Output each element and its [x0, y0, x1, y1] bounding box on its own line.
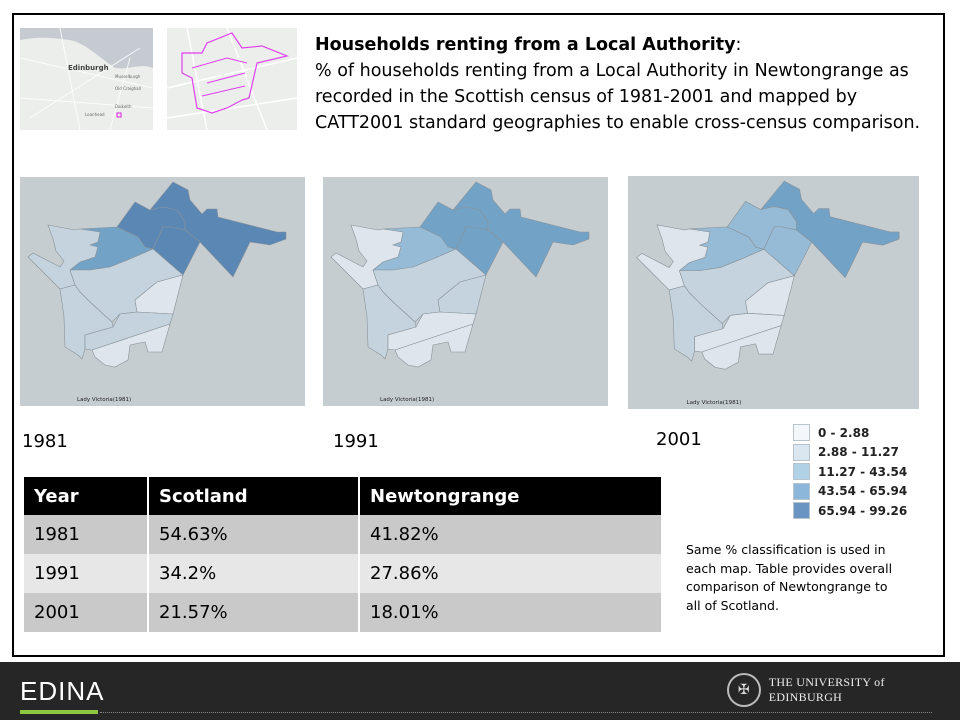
title-colon: :: [735, 35, 742, 55]
map-region: [91, 323, 171, 368]
slide-frame: [12, 13, 945, 657]
university-logo: ✠ THE UNIVERSITY of EDINBURGH: [727, 673, 960, 707]
university-name: THE UNIVERSITY of EDINBURGH: [768, 675, 885, 704]
map-region: [701, 325, 782, 370]
table-cell: 18.01%: [359, 593, 663, 632]
table-cell: 21.57%: [148, 593, 360, 632]
table-header-row: Year Scotland Newtongrange: [24, 477, 663, 515]
legend-swatch: [793, 463, 810, 481]
legend-swatch: [793, 443, 810, 461]
table-header: Newtongrange: [359, 477, 663, 515]
map-region: [437, 274, 487, 315]
comparison-table: Year Scotland Newtongrange 1981 54.63% 4…: [24, 477, 663, 632]
edina-accent-bar: [20, 710, 98, 714]
detail-map-thumbnail: [167, 28, 297, 130]
overview-place-label: Loanhead: [85, 112, 105, 117]
choropleth-map-1991: Lady Victoria(1981): [323, 177, 608, 406]
table-cell: 1991: [24, 554, 149, 593]
legend-item: 43.54 - 65.94: [793, 482, 907, 502]
table-cell: 34.2%: [148, 554, 360, 593]
legend-label: 43.54 - 65.94: [818, 484, 908, 499]
map-legend: 0 - 2.88 2.88 - 11.27 11.27 - 43.54 43.54 -…: [793, 423, 907, 521]
map-region: [745, 275, 795, 316]
table-cell: 2001: [24, 593, 149, 632]
overview-place-label: Old Craighall: [115, 86, 141, 91]
overview-city-label: Edinburgh: [68, 64, 109, 72]
table-header: Scotland: [148, 477, 360, 515]
table-row: 1981 54.63% 41.82%: [24, 515, 663, 554]
legend-item: 0 - 2.88: [793, 423, 907, 443]
legend-label: 2.88 - 11.27: [818, 445, 899, 460]
table-cell: 41.82%: [359, 515, 663, 554]
table-header: Year: [24, 477, 149, 515]
map-year-label: 1981: [22, 431, 68, 452]
legend-swatch: [793, 424, 810, 442]
legend-swatch: [793, 482, 810, 500]
university-crest-icon: ✠: [727, 673, 761, 707]
slide-title: Households renting from a Local Authorit…: [315, 32, 925, 136]
map-year-label: 2001: [656, 429, 702, 450]
choropleth-map-1981: Lady Victoria(1981): [20, 177, 305, 406]
legend-label: 11.27 - 43.54: [818, 464, 908, 479]
title-description: % of households renting from a Local Aut…: [315, 61, 921, 133]
map-place-label: Lady Victoria(1981): [687, 400, 742, 406]
table-cell: 27.86%: [359, 554, 663, 593]
title-heading: Households renting from a Local Authorit…: [315, 35, 736, 55]
table-row: 2001 21.57% 18.01%: [24, 593, 663, 632]
choropleth-map-2001: Lady Victoria(1981): [628, 176, 919, 409]
map-place-label: Lady Victoria(1981): [380, 397, 434, 403]
legend-item: 11.27 - 43.54: [793, 462, 907, 482]
map-place-label: Lady Victoria(1981): [77, 397, 131, 403]
table-cell: 54.63%: [148, 515, 360, 554]
legend-label: 0 - 2.88: [818, 425, 870, 440]
map-region: [394, 323, 474, 368]
legend-swatch: [793, 502, 810, 520]
footer-divider: [100, 712, 932, 713]
edina-logo: EDINA: [20, 676, 105, 706]
classification-note: Same % classification is used in each ma…: [686, 542, 893, 613]
overview-place-label: Musselburgh: [115, 74, 141, 79]
legend-label: 65.94 - 99.26: [818, 503, 908, 518]
overview-place-label: Dalkeith: [115, 104, 132, 109]
footer-bar: EDINA ✠ THE UNIVERSITY of EDINBURGH: [0, 662, 960, 720]
overview-map-thumbnail: Edinburgh Musselburgh Dalkeith Loanhead …: [20, 28, 153, 130]
table-row: 1991 34.2% 27.86%: [24, 554, 663, 593]
map-year-label: 1991: [333, 431, 379, 452]
table-cell: 1981: [24, 515, 149, 554]
legend-item: 2.88 - 11.27: [793, 443, 907, 463]
map-region: [134, 274, 184, 315]
legend-item: 65.94 - 99.26: [793, 501, 907, 521]
